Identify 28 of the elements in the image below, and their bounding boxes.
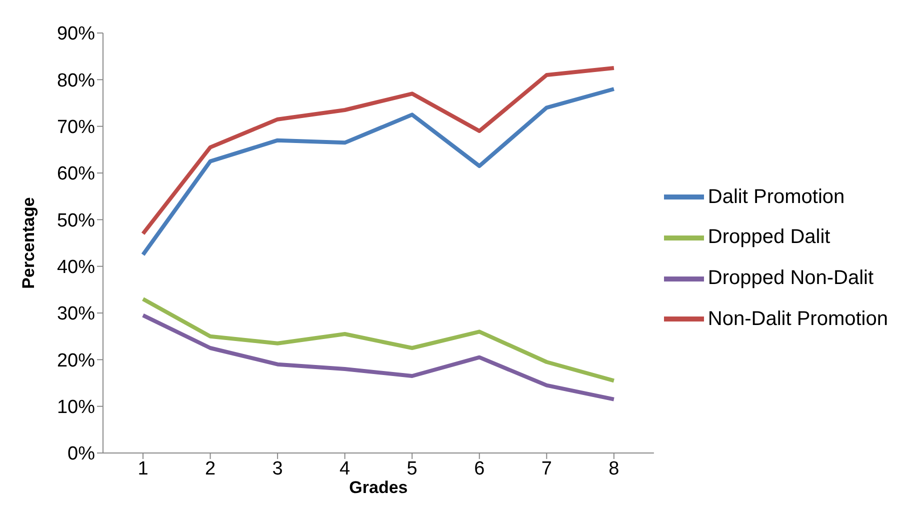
y-tick-label: 20% bbox=[56, 350, 96, 372]
legend-label: Non-Dalit Promotion bbox=[708, 308, 888, 330]
y-tick-label: 30% bbox=[56, 304, 96, 325]
y-axis-title: Percentage bbox=[19, 197, 38, 289]
x-tick-label: 7 bbox=[541, 458, 552, 480]
line-series bbox=[141, 87, 616, 257]
line-series bbox=[141, 313, 616, 402]
y-tick-label: 90% bbox=[56, 24, 96, 45]
line-series bbox=[141, 66, 616, 236]
legend-label: Dropped Non-Dalit bbox=[708, 267, 874, 289]
x-tick-label: 2 bbox=[204, 458, 216, 480]
x-tick-label: 8 bbox=[608, 458, 620, 480]
y-tick-label: 60% bbox=[56, 164, 96, 185]
y-tick-label: 50% bbox=[56, 210, 96, 232]
x-tick-label: 5 bbox=[406, 458, 418, 480]
legend-label: Dropped Dalit bbox=[708, 226, 830, 248]
line-series bbox=[141, 297, 616, 383]
y-tick-label: 80% bbox=[56, 70, 96, 92]
x-tick-label: 6 bbox=[474, 458, 485, 480]
x-axis-title: Grades bbox=[349, 478, 408, 497]
y-tick-label: 0% bbox=[68, 444, 96, 465]
x-tick-label: 4 bbox=[340, 458, 351, 480]
x-tick-label: 1 bbox=[138, 458, 148, 480]
y-tick-label: 70% bbox=[56, 117, 96, 138]
legend-label: Dalit Promotion bbox=[708, 186, 845, 208]
y-tick-label: 40% bbox=[56, 257, 96, 278]
x-tick-label: 3 bbox=[272, 458, 283, 480]
y-tick-label: 10% bbox=[56, 397, 96, 418]
